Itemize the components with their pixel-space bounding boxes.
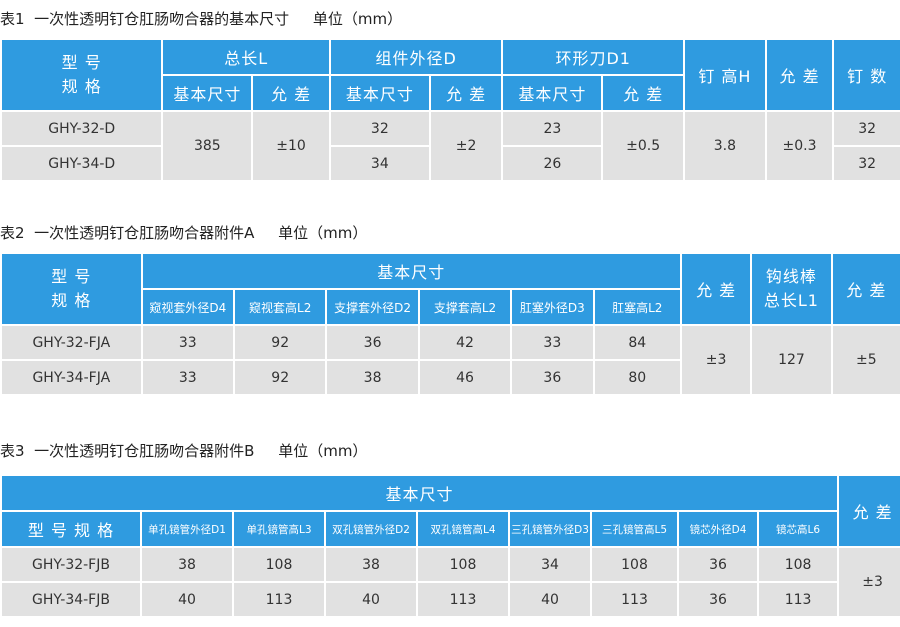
value-cell: 36 [679, 548, 757, 581]
header-sub: 窥视套高L2 [235, 290, 326, 324]
table-row: GHY-32-D 385 ±10 32 ±2 23 ±0.5 3.8 ±0.3 … [2, 112, 900, 180]
total-length-tolerance-cell: ±10 [253, 112, 329, 180]
header-sub: 单孔镜管高L3 [234, 512, 324, 546]
header-hook-rod-length: 钩线棒 总长L1 [752, 254, 831, 324]
model-cell: GHY-32-FJA [2, 326, 141, 359]
value-cell: 40 [142, 583, 232, 616]
value-cell: 38 [326, 548, 416, 581]
ring-knife-cell: 23 [503, 112, 602, 145]
nail-count-cell: 32 [834, 112, 900, 145]
header-sub: 镜芯高L6 [759, 512, 838, 546]
table3: 基本尺寸 允 差 型 号 规 格 单孔镜管外径D1 单孔镜管高L3 双孔镜管外径… [0, 474, 900, 618]
value-cell: 92 [235, 326, 326, 359]
value-cell: 34 [510, 548, 590, 581]
value-cell: 108 [759, 548, 838, 581]
value-cell: 113 [418, 583, 508, 616]
component-od-tolerance-cell: ±2 [430, 112, 502, 180]
header-tolerance: 允 差 [681, 254, 751, 324]
header-component-od: 组件外径D [330, 40, 502, 74]
value-cell: 38 [327, 361, 418, 394]
table3-caption: 表3 一次性透明钉仓肛肠吻合器附件B 单位（mm） [0, 442, 368, 460]
table1-caption: 表1 一次性透明钉仓肛肠吻合器的基本尺寸 单位（mm） [0, 10, 403, 28]
value-cell: 33 [512, 326, 593, 359]
ring-knife-tolerance-cell: ±0.5 [603, 112, 684, 180]
component-od-cell: 34 [330, 147, 429, 180]
model-cell: GHY-34-FJB [2, 583, 140, 616]
header-basic-size: 基本尺寸 [2, 476, 838, 510]
value-cell: 92 [235, 361, 326, 394]
value-cell: 84 [594, 326, 680, 359]
header-sub: 支撑套高L2 [419, 290, 511, 324]
table-row: GHY-34-FJB 40 113 40 113 40 113 36 113 [2, 583, 900, 616]
header-model: 型 号 规 格 [2, 40, 162, 110]
header-total-length: 总长L [163, 40, 329, 74]
header-sub: 窥视套外径D4 [142, 290, 233, 324]
table-row: GHY-34-D 34 26 32 [2, 147, 900, 180]
table2-caption: 表2 一次性透明钉仓肛肠吻合器附件A 单位（mm） [0, 224, 368, 242]
value-cell: 36 [679, 583, 757, 616]
value-cell: 113 [759, 583, 838, 616]
value-cell: 108 [418, 548, 508, 581]
header-tolerance: 允 差 [430, 76, 502, 110]
model-cell: GHY-32-FJB [2, 548, 140, 581]
header-model: 型 号 规 格 [2, 512, 140, 546]
header-sub: 双孔镜管外径D2 [326, 512, 416, 546]
header-sub: 镜芯外径D4 [679, 512, 757, 546]
table-row: GHY-32-FJB 38 108 38 108 34 108 36 108 ±… [2, 548, 900, 616]
header-tolerance: 允 差 [766, 40, 833, 110]
header-sub: 三孔镜管外径D3 [510, 512, 590, 546]
value-cell: 80 [594, 361, 680, 394]
value-cell: 33 [142, 361, 233, 394]
header-basic-size: 基本尺寸 [142, 254, 680, 288]
header-tolerance: 允 差 [253, 76, 329, 110]
ring-knife-cell: 26 [503, 147, 602, 180]
header-tolerance: 允 差 [832, 254, 900, 324]
header-basic-size: 基本尺寸 [330, 76, 429, 110]
model-cell: GHY-32-D [2, 112, 162, 145]
header-tolerance: 允 差 [603, 76, 684, 110]
value-cell: 36 [512, 361, 593, 394]
component-od-cell: 32 [330, 112, 429, 145]
header-nail-height: 钉 高H [685, 40, 765, 110]
header-tolerance: 允 差 [839, 476, 900, 546]
value-cell: 42 [419, 326, 511, 359]
header-model: 型 号 规 格 [2, 254, 141, 324]
header-sub: 支撑套外径D2 [327, 290, 418, 324]
model-cell: GHY-34-D [2, 147, 162, 180]
table-row: GHY-32-FJA 33 92 36 42 33 84 ±3 127 ±5 [2, 326, 900, 394]
header-sub: 肛塞外径D3 [512, 290, 593, 324]
total-length-cell: 385 [163, 112, 252, 180]
header-ring-knife: 环形刀D1 [503, 40, 684, 74]
header-sub: 单孔镜管外径D1 [142, 512, 232, 546]
nail-count-cell: 32 [834, 147, 900, 180]
hook-rod-length-cell: 127 [752, 326, 831, 394]
header-sub: 三孔镜管高L5 [592, 512, 677, 546]
value-cell: 108 [234, 548, 324, 581]
value-cell: 113 [592, 583, 677, 616]
value-cell: 113 [234, 583, 324, 616]
value-cell: 33 [142, 326, 233, 359]
model-cell: GHY-34-FJA [2, 361, 141, 394]
hook-rod-tolerance-cell: ±5 [832, 326, 900, 394]
value-cell: 38 [142, 548, 232, 581]
header-basic-size: 基本尺寸 [503, 76, 602, 110]
value-cell: 40 [326, 583, 416, 616]
tolerance-cell: ±3 [839, 548, 900, 616]
header-nail-count: 钉 数 [834, 40, 900, 110]
header-sub: 肛塞高L2 [594, 290, 680, 324]
table-row: GHY-34-FJA 33 92 38 46 36 80 [2, 361, 900, 394]
value-cell: 46 [419, 361, 511, 394]
nail-height-cell: 3.8 [685, 112, 765, 180]
table2: 型 号 规 格 基本尺寸 允 差 钩线棒 总长L1 允 差 窥视套外径D4 窥视… [0, 252, 900, 396]
value-cell: 36 [327, 326, 418, 359]
header-basic-size: 基本尺寸 [163, 76, 252, 110]
value-cell: 108 [592, 548, 677, 581]
header-sub: 双孔镜管高L4 [418, 512, 508, 546]
tolerance-cell: ±3 [681, 326, 751, 394]
value-cell: 40 [510, 583, 590, 616]
table1: 型 号 规 格 总长L 组件外径D 环形刀D1 钉 高H 允 差 钉 数 基本尺… [0, 38, 900, 182]
nail-height-tolerance-cell: ±0.3 [766, 112, 833, 180]
